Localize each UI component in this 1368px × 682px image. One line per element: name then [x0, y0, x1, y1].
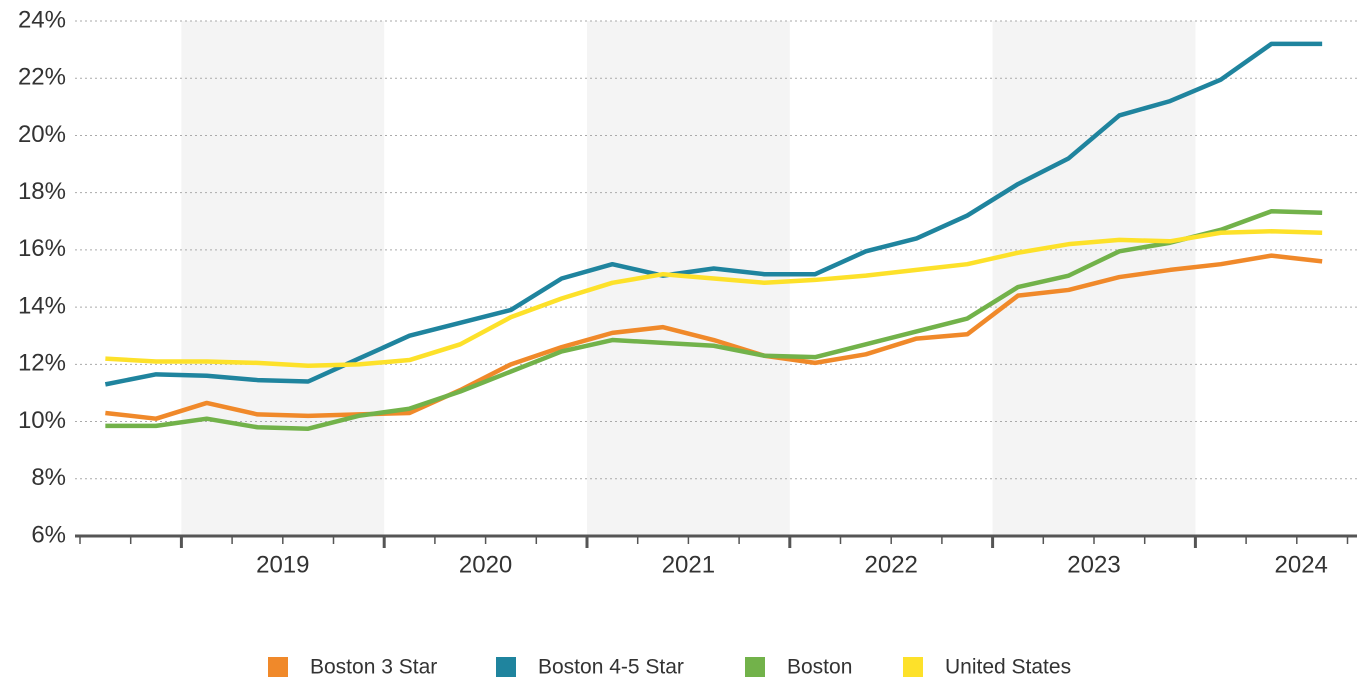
- legend-label: Boston 3 Star: [310, 656, 437, 679]
- series-line: [104, 41, 1323, 387]
- series-line: [105, 253, 1323, 421]
- y-tick-label: 10%: [18, 407, 66, 434]
- y-tick-label: 24%: [18, 6, 66, 33]
- year-band: [992, 21, 1196, 536]
- y-tick-label: 20%: [18, 121, 66, 148]
- y-tick-label: 14%: [18, 292, 66, 319]
- legend-label: Boston: [787, 656, 852, 679]
- y-tick-label: 22%: [18, 64, 66, 91]
- legend-label: United States: [945, 656, 1071, 679]
- legend-label: Boston 4-5 Star: [538, 656, 684, 679]
- legend-swatch: [745, 657, 765, 677]
- legend-swatch: [903, 657, 923, 677]
- y-tick-label: 12%: [18, 350, 66, 377]
- legend-swatch: [496, 657, 516, 677]
- x-tick-label: 2020: [459, 551, 512, 578]
- year-band: [181, 21, 385, 536]
- series-line: [105, 229, 1323, 369]
- x-tick-label: 2023: [1067, 551, 1120, 578]
- y-tick-label: 6%: [31, 521, 66, 548]
- x-tick-label: 2024: [1275, 551, 1328, 578]
- x-tick-label: 2021: [662, 551, 715, 578]
- x-tick-label: 2019: [256, 551, 309, 578]
- legend-swatch: [268, 657, 288, 677]
- series-line: [105, 209, 1323, 431]
- x-tick-label: 2022: [865, 551, 918, 578]
- y-tick-label: 18%: [18, 178, 66, 205]
- y-tick-label: 8%: [31, 464, 66, 491]
- y-tick-label: 16%: [18, 235, 66, 262]
